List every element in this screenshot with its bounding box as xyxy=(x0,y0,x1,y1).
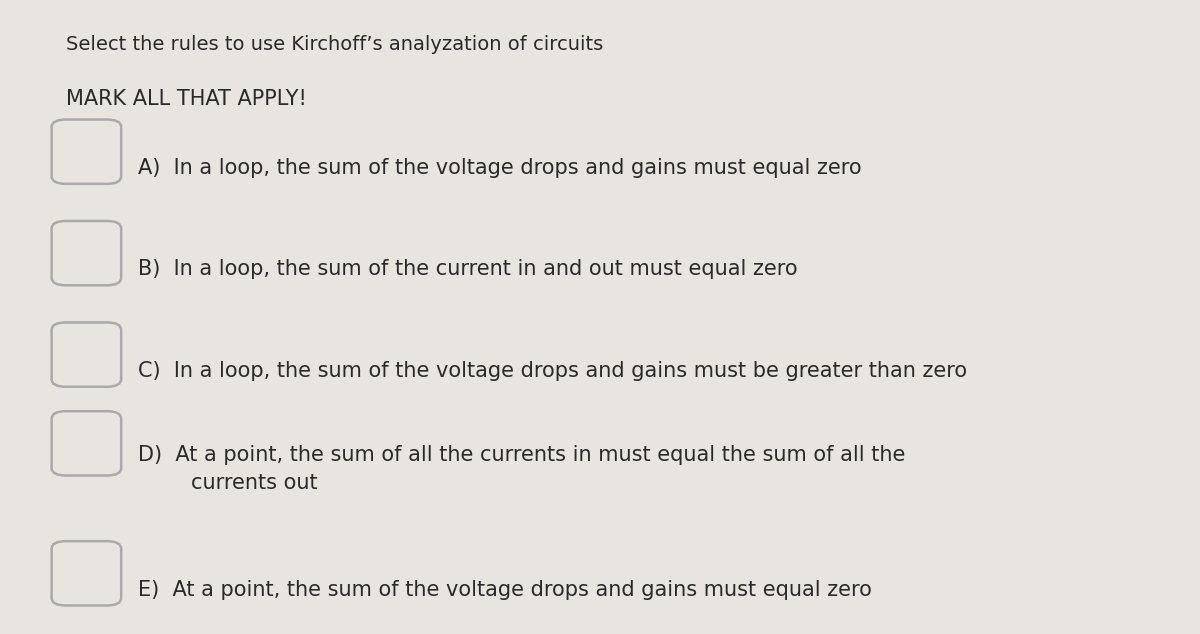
Text: Select the rules to use Kirchoff’s analyzation of circuits: Select the rules to use Kirchoff’s analy… xyxy=(66,35,604,54)
Text: E)  At a point, the sum of the voltage drops and gains must equal zero: E) At a point, the sum of the voltage dr… xyxy=(138,579,872,600)
Text: C)  In a loop, the sum of the voltage drops and gains must be greater than zero: C) In a loop, the sum of the voltage dro… xyxy=(138,361,967,381)
FancyBboxPatch shape xyxy=(52,323,121,387)
Text: A)  In a loop, the sum of the voltage drops and gains must equal zero: A) In a loop, the sum of the voltage dro… xyxy=(138,158,862,178)
FancyBboxPatch shape xyxy=(52,221,121,285)
Text: D)  At a point, the sum of all the currents in must equal the sum of all the
   : D) At a point, the sum of all the curren… xyxy=(138,445,905,493)
FancyBboxPatch shape xyxy=(52,120,121,184)
FancyBboxPatch shape xyxy=(52,411,121,476)
Text: MARK ALL THAT APPLY!: MARK ALL THAT APPLY! xyxy=(66,89,307,109)
Text: B)  In a loop, the sum of the current in and out must equal zero: B) In a loop, the sum of the current in … xyxy=(138,259,798,280)
FancyBboxPatch shape xyxy=(52,541,121,605)
